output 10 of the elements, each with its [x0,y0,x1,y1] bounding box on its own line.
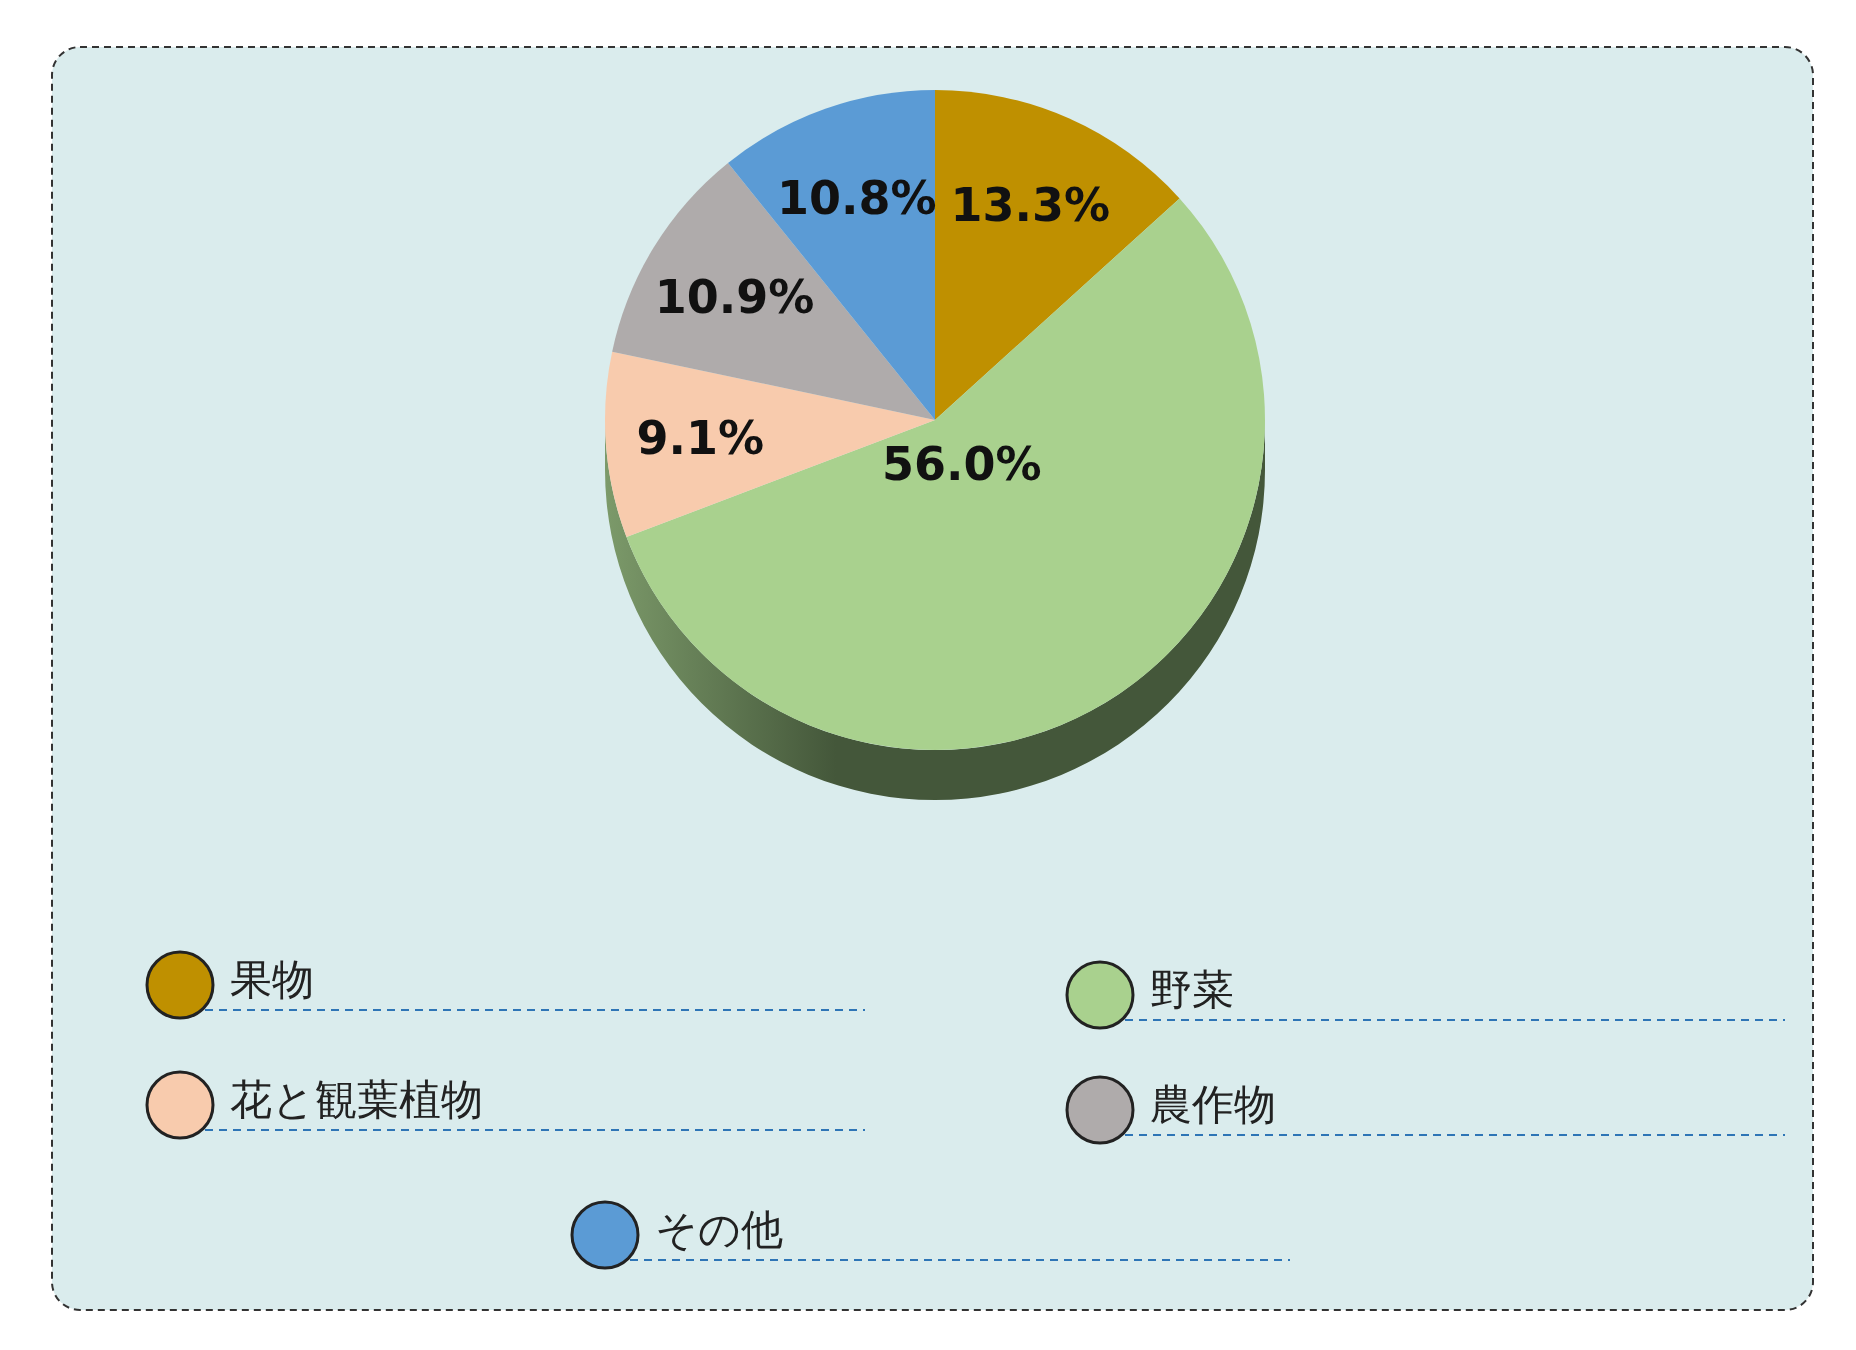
legend-label: 農作物 [1150,1079,1276,1129]
data-label: 9.1% [636,411,765,466]
data-label: 13.3% [950,177,1111,232]
legend-label: 野菜 [1150,964,1234,1014]
legend-label: 果物 [230,954,314,1004]
data-label: 10.9% [654,269,815,324]
legend-label: その他 [655,1204,783,1254]
data-label: 56.0% [881,436,1042,491]
data-label: 10.8% [776,171,937,226]
legend-label: 花と観葉植物 [230,1074,483,1124]
